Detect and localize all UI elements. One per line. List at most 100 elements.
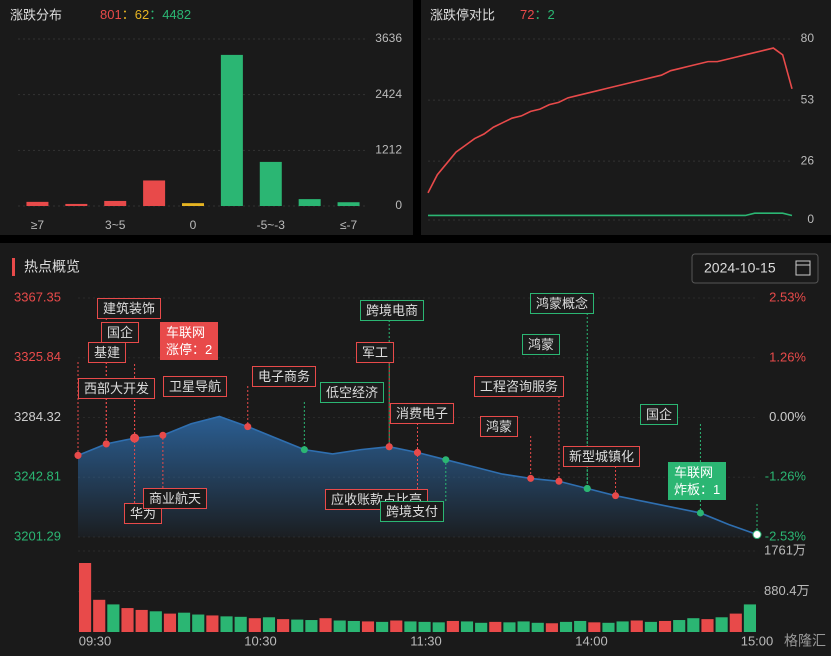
series-line	[428, 212, 793, 217]
tag-text: 卫星导航	[169, 379, 222, 394]
x-tick-label: 10:30	[244, 633, 277, 648]
volume-bar	[361, 621, 375, 632]
volume-bar	[715, 617, 728, 632]
tag[interactable]: 卫星导航	[163, 376, 228, 397]
tag[interactable]: 工程咨询服务	[474, 376, 565, 397]
x-tick-label: 11:30	[410, 633, 442, 648]
tag[interactable]: 西部大开发	[78, 378, 156, 399]
volume-bar	[248, 618, 261, 632]
volume-bar	[602, 622, 615, 632]
y-tick-label: 3284.32	[14, 409, 61, 424]
tag[interactable]: 建筑装饰	[97, 298, 162, 319]
separator: ：	[534, 7, 547, 22]
x-tick-label: 0	[190, 218, 197, 232]
tag-text: 鸿蒙概念	[536, 296, 589, 311]
event-dot	[696, 509, 704, 517]
event-dot	[612, 492, 620, 500]
x-tick-label: -5~-3	[257, 218, 286, 232]
event-dot	[159, 431, 167, 439]
bar	[182, 203, 204, 206]
y-tick-label: 3201.29	[14, 528, 61, 543]
tag-text: 西部大开发	[84, 381, 150, 396]
tag[interactable]: 商业航天	[143, 488, 208, 509]
volume-bar	[531, 622, 544, 632]
tag-text: 华为	[130, 506, 157, 521]
y2-tick-label: -1.26%	[765, 468, 807, 483]
volume-bar	[559, 621, 573, 632]
series-line	[427, 47, 793, 194]
y-tick-label: 3636	[375, 31, 402, 45]
bar	[259, 161, 282, 206]
tag-sub: 涨停：2	[166, 342, 213, 357]
tag-text: 鸿蒙	[528, 337, 555, 352]
panel	[0, 0, 413, 235]
volume-bar	[347, 620, 360, 632]
x-tick-label: ≥7	[31, 218, 45, 232]
bar	[298, 199, 321, 206]
volume-bar	[658, 620, 672, 632]
y2-tick-label: 2.53%	[769, 289, 806, 304]
tag[interactable]: 消费电子	[390, 403, 455, 424]
event-dot	[300, 446, 308, 454]
volume-bar	[545, 623, 558, 632]
volume-bar	[588, 622, 601, 632]
y-tick-label: 1212	[375, 143, 402, 157]
volume-tick-label: 880.4万	[764, 583, 810, 598]
event-dot	[752, 530, 762, 540]
event-dot	[414, 449, 421, 457]
volume-bar	[432, 622, 445, 632]
tag[interactable]: 车联网 炸板：1	[668, 462, 727, 500]
tag-text: 商业航天	[149, 491, 202, 506]
tag[interactable]: 国企	[640, 404, 679, 425]
tag-text: 鸿蒙	[486, 419, 513, 434]
y-tick-label: 3367.35	[14, 289, 61, 304]
y-tick-label: 26	[801, 153, 815, 167]
volume-bar	[517, 621, 530, 632]
tag-text: 工程咨询服务	[480, 379, 559, 394]
watermark: 格隆汇	[784, 633, 826, 649]
calendar-icon[interactable]	[795, 260, 811, 276]
y-tick-label: 0	[395, 198, 402, 212]
volume-bar	[178, 612, 191, 632]
x-tick-label: 14:00	[575, 633, 608, 648]
tag[interactable]: 跨境电商	[360, 300, 425, 321]
tag[interactable]: 低空经济	[320, 382, 385, 403]
summary: 801：62：4482	[100, 7, 191, 22]
panel-title: 涨跌分布	[10, 7, 62, 22]
date-picker[interactable]	[691, 253, 819, 284]
tag[interactable]: 鸿蒙概念	[530, 293, 595, 314]
volume-bar	[376, 621, 389, 632]
volume-tick-label: 1761万	[764, 542, 806, 557]
event-dot	[74, 451, 82, 459]
bar	[26, 201, 49, 206]
tag-text: 军工	[362, 345, 389, 360]
tag-text: 国企	[646, 407, 673, 422]
y-tick-label: 3325.84	[14, 349, 61, 364]
volume-bar	[475, 622, 488, 632]
tag[interactable]: 电子商务	[252, 366, 317, 387]
volume-bar	[687, 618, 700, 632]
tag[interactable]: 基建	[88, 342, 127, 363]
volume-bar	[743, 604, 756, 632]
tag[interactable]: 军工	[356, 342, 395, 363]
x-tick-label: ≤-7	[340, 218, 358, 232]
tag[interactable]: 车联网 涨停：2	[160, 322, 219, 360]
tag[interactable]: 鸿蒙	[480, 416, 519, 437]
volume-bar	[206, 615, 219, 632]
x-tick-label: 15:00	[741, 633, 774, 648]
tag-text: 国企	[107, 325, 134, 340]
event-dot	[131, 434, 139, 442]
tag[interactable]: 国企	[101, 322, 140, 343]
volume-bar	[121, 608, 134, 632]
tag[interactable]: 鸿蒙	[522, 334, 561, 355]
y-tick-label: 53	[801, 92, 815, 106]
volume-bar	[673, 620, 686, 632]
volume-bar	[234, 616, 247, 632]
panel-title: 热点概览	[24, 259, 80, 275]
tag[interactable]: 新型城镇化	[563, 446, 641, 467]
tag[interactable]: 跨境支付	[380, 501, 445, 522]
summary-value: 2	[547, 7, 554, 22]
bar	[65, 203, 88, 206]
bar	[337, 202, 360, 206]
event-dot	[442, 456, 450, 464]
